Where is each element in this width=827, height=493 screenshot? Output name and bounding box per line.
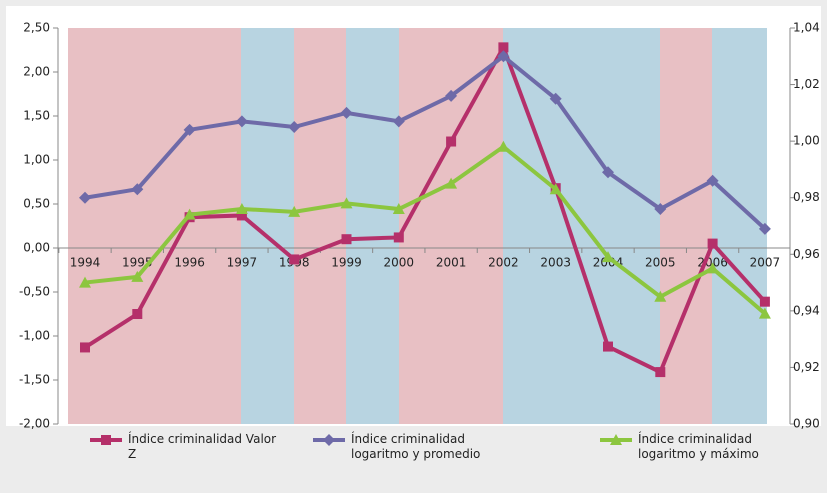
marker [235, 203, 248, 215]
y-tick-label: 2,00 [23, 65, 50, 79]
marker [392, 115, 405, 128]
series-line [84, 53, 767, 231]
y2-tick-label: 0,98 [793, 190, 820, 204]
marker [758, 222, 771, 235]
period-band [241, 28, 294, 424]
y-tick-label: -1,00 [19, 329, 50, 343]
x-tick-label: 2000 [384, 256, 415, 270]
marker [183, 208, 196, 220]
x-tick-label: 2003 [540, 256, 571, 270]
legend-label: Índice criminalidad logaritmo y máximo [638, 432, 759, 461]
marker [288, 121, 301, 133]
marker [289, 254, 300, 265]
marker [183, 123, 196, 136]
marker [131, 183, 144, 196]
y-tick-label: 2,50 [23, 21, 50, 35]
y2-tick-label: 0,92 [793, 360, 820, 374]
marker [80, 342, 90, 353]
y-tick-label: 1,00 [23, 153, 50, 167]
marker [132, 309, 143, 319]
x-tick-label: 2005 [645, 256, 676, 270]
x-tick-label: 2001 [436, 256, 467, 270]
marker [549, 92, 562, 105]
marker [497, 50, 510, 63]
period-band [346, 28, 399, 424]
series-line [84, 144, 767, 316]
marker [603, 341, 613, 352]
marker [446, 136, 457, 147]
legend-label: Índice criminalidad Valor Z [128, 432, 277, 461]
y-tick-label: 1,50 [23, 109, 50, 123]
marker [706, 262, 719, 274]
y2-tick-label: 0,94 [793, 303, 820, 317]
marker [549, 183, 562, 195]
marker [445, 177, 458, 189]
marker [707, 238, 718, 249]
y2-tick-label: 0,90 [793, 417, 820, 431]
marker [654, 290, 667, 302]
y-tick-label: -1,50 [19, 373, 50, 387]
marker [393, 232, 404, 243]
marker [610, 434, 622, 445]
marker [341, 234, 352, 245]
x-tick-label: 1994 [70, 256, 101, 270]
period-band [294, 28, 346, 424]
x-tick-label: 1999 [331, 256, 362, 270]
series-line [83, 42, 767, 375]
y2-tick-label: 1,02 [793, 77, 820, 91]
marker [101, 435, 111, 445]
period-band [712, 28, 767, 424]
marker [654, 203, 667, 216]
marker [602, 166, 614, 179]
marker [236, 210, 247, 221]
marker [706, 174, 719, 187]
legend-label: Índice criminalidad logaritmo y promedio [351, 432, 481, 461]
marker [79, 276, 91, 288]
y-tick-label: -0,50 [19, 285, 50, 299]
marker [497, 140, 510, 152]
x-tick-label: 1997 [227, 256, 258, 270]
y-tick-label: 0,00 [23, 241, 50, 255]
marker [131, 270, 144, 282]
marker [655, 367, 666, 378]
marker [340, 106, 353, 119]
marker [79, 191, 91, 204]
y-tick-label: -2,00 [19, 417, 50, 431]
x-tick-label: 2002 [488, 256, 519, 270]
period-band [68, 28, 241, 424]
marker [498, 42, 509, 53]
x-tick-label: 2004 [593, 256, 624, 270]
period-band [660, 28, 712, 424]
x-tick-label: 1996 [174, 256, 205, 270]
marker [758, 307, 771, 319]
marker [235, 115, 248, 128]
period-band [503, 28, 660, 424]
marker [288, 205, 301, 217]
y2-tick-label: 1,04 [793, 21, 820, 35]
marker [340, 197, 353, 209]
marker [602, 251, 614, 263]
x-tick-label: 2007 [750, 256, 781, 270]
y-tick-label: 0,50 [23, 197, 50, 211]
marker [323, 434, 335, 446]
period-band [399, 28, 503, 424]
marker [445, 89, 458, 102]
y2-tick-label: 1,00 [793, 134, 820, 148]
y2-tick-label: 0,96 [793, 247, 820, 261]
marker [759, 296, 770, 307]
marker [392, 203, 405, 215]
